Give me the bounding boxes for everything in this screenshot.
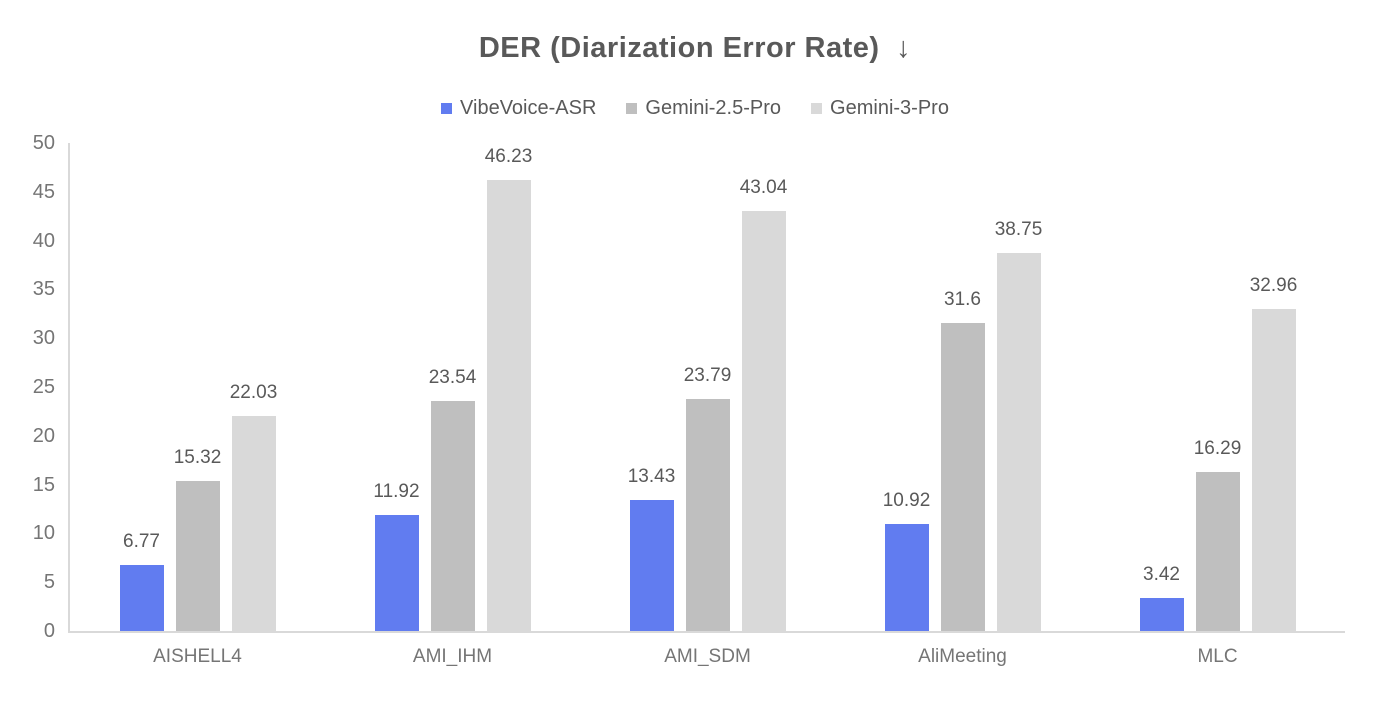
bar-vibevoice-asr-ami_sdm[interactable]: 13.43 xyxy=(628,467,675,631)
legend-item-vibevoice-asr[interactable]: VibeVoice-ASR xyxy=(441,97,596,120)
bar-group-alimeeting: 10.92 31.6 38.75 AliMeeting xyxy=(835,143,1090,666)
legend-label: VibeVoice-ASR xyxy=(460,97,597,119)
down-arrow-icon: ↓ xyxy=(896,32,912,64)
bar-vibevoice-asr-alimeeting[interactable]: 10.92 xyxy=(883,491,930,631)
legend-label: Gemini-3-Pro xyxy=(830,97,949,119)
bar-gemini-2.5-pro-ami_sdm[interactable]: 23.79 xyxy=(684,366,731,631)
bar-gemini-3-pro-mlc[interactable]: 32.96 xyxy=(1250,276,1297,631)
y-tick-label: 20 xyxy=(32,424,55,447)
y-tick-label: 30 xyxy=(32,327,55,350)
legend-swatch-icon xyxy=(441,103,453,114)
bar-value-label: 22.03 xyxy=(229,382,278,403)
bar-value-label: 23.79 xyxy=(683,364,732,386)
y-tick-label: 0 xyxy=(43,620,55,642)
legend-item-gemini-3-pro[interactable]: Gemini-3-Pro xyxy=(811,97,949,120)
bar-group-ami_ihm: 11.92 23.54 46.23 AMI_IHM xyxy=(325,143,580,666)
bar-value-label: 13.43 xyxy=(627,465,676,487)
bar-gemini-2.5-pro-ami_ihm[interactable]: 23.54 xyxy=(429,368,476,631)
legend-swatch-icon xyxy=(811,103,823,114)
bar-value-label: 10.92 xyxy=(882,490,931,512)
bar-value-label: 3.42 xyxy=(1143,563,1180,585)
y-tick-label: 45 xyxy=(32,180,55,203)
y-tick-label: 40 xyxy=(32,229,55,252)
bar-vibevoice-asr-aishell4[interactable]: 6.77 xyxy=(119,532,164,631)
legend: VibeVoice-ASR Gemini-2.5-Pro Gemini-3-Pro xyxy=(0,97,1390,120)
bar-value-label: 38.75 xyxy=(994,218,1043,240)
category-label: AMI_SDM xyxy=(664,646,751,667)
bar-gemini-3-pro-ami_sdm[interactable]: 43.04 xyxy=(740,178,787,631)
y-tick-label: 25 xyxy=(32,376,55,398)
bar-gemini-2.5-pro-mlc[interactable]: 16.29 xyxy=(1194,439,1241,631)
bar-gemini-3-pro-ami_ihm[interactable]: 46.23 xyxy=(485,147,532,631)
bar-value-label: 31.6 xyxy=(944,288,981,310)
legend-item-gemini-2.5-pro[interactable]: Gemini-2.5-Pro xyxy=(626,97,781,120)
y-tick-label: 35 xyxy=(32,278,55,301)
y-tick-label: 50 xyxy=(32,132,55,154)
y-tick-label: 5 xyxy=(43,571,55,594)
bar-value-label: 16.29 xyxy=(1193,438,1242,460)
bar-value-label: 43.04 xyxy=(739,176,788,198)
bar-vibevoice-asr-ami_ihm[interactable]: 11.92 xyxy=(373,482,420,631)
bar-group-mlc: 3.42 16.29 32.96 MLC xyxy=(1090,143,1345,666)
chart-title-text: DER (Diarization Error Rate) xyxy=(478,32,880,64)
bar-vibevoice-asr-mlc[interactable]: 3.42 xyxy=(1139,565,1184,631)
bar-value-label: 11.92 xyxy=(373,480,420,502)
y-axis: 0 5 10 15 20 25 30 35 40 45 50 xyxy=(0,133,55,641)
y-tick-label: 10 xyxy=(32,522,55,545)
bar-gemini-2.5-pro-aishell4[interactable]: 15.32 xyxy=(174,448,221,631)
legend-swatch-icon xyxy=(626,103,638,114)
bar-group-ami_sdm: 13.43 23.79 43.04 AMI_SDM xyxy=(580,143,835,666)
bar-value-label: 15.32 xyxy=(173,447,222,469)
bar-value-label: 23.54 xyxy=(428,367,477,389)
legend-label: Gemini-2.5-Pro xyxy=(645,97,782,119)
bar-gemini-2.5-pro-alimeeting[interactable]: 31.6 xyxy=(940,290,985,631)
chart-title: DER (Diarization Error Rate) ↓ xyxy=(0,32,1390,65)
bar-gemini-3-pro-aishell4[interactable]: 22.03 xyxy=(230,383,277,631)
plot-area: 6.77 15.32 22.03 AISHELL4 11.92 23.54 46.23 AMI… xyxy=(68,143,1345,666)
bar-gemini-3-pro-alimeeting[interactable]: 38.75 xyxy=(995,220,1042,631)
bar-value-label: 32.96 xyxy=(1249,275,1298,297)
y-tick-label: 15 xyxy=(32,473,55,496)
category-label: MLC xyxy=(1197,646,1238,667)
bar-value-label: 46.23 xyxy=(484,145,533,167)
bar-group-aishell4: 6.77 15.32 22.03 AISHELL4 xyxy=(70,143,325,666)
category-label: AISHELL4 xyxy=(153,646,242,667)
category-label: AMI_IHM xyxy=(412,646,493,667)
bar-value-label: 6.77 xyxy=(123,530,160,552)
category-label: AliMeeting xyxy=(918,646,1007,667)
